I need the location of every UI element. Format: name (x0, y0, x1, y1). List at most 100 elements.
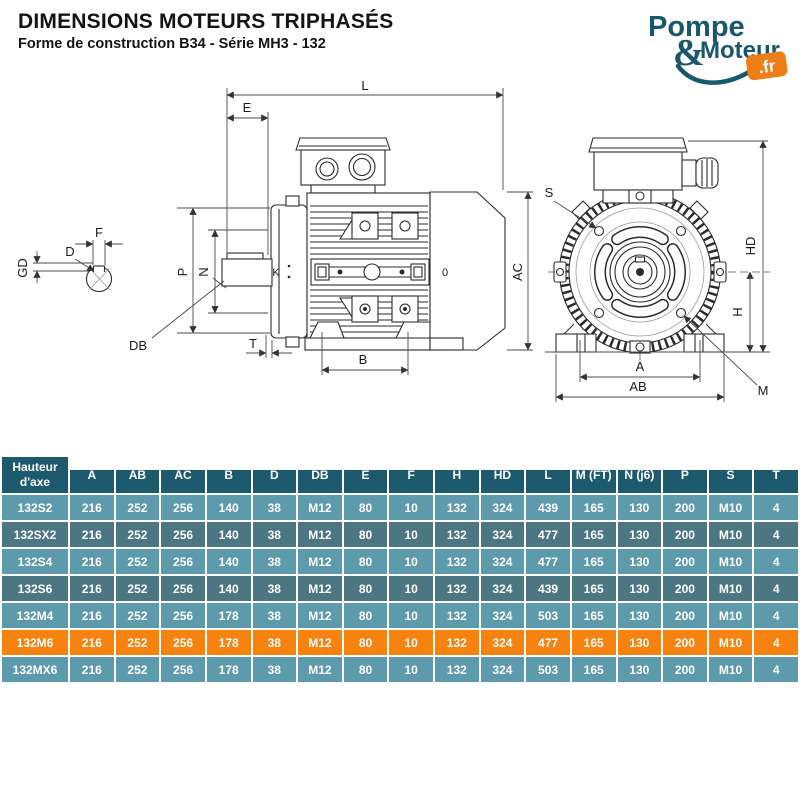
col-header-a: A (70, 457, 114, 493)
value-cell: 252 (115, 522, 160, 547)
value-cell: 216 (70, 495, 114, 520)
value-cell: 10 (389, 630, 433, 655)
value-cell: 80 (343, 576, 388, 601)
value-cell: 200 (663, 657, 707, 682)
table-row: 132SX2 216 252 256 140 38 M12 80 10 132 324 477 165 1… (2, 522, 798, 547)
dim-label-ab: AB (629, 379, 646, 394)
value-cell: 10 (389, 657, 433, 682)
value-cell: 165 (571, 576, 616, 601)
value-cell: 477 (526, 549, 570, 574)
col-header-ab: AB (115, 457, 160, 493)
value-cell: 132 (435, 522, 479, 547)
value-cell: 256 (161, 657, 205, 682)
value-cell: 38 (252, 522, 297, 547)
value-cell: 38 (252, 603, 297, 628)
value-cell: 140 (206, 495, 251, 520)
value-cell: 252 (115, 630, 160, 655)
value-cell: 256 (161, 549, 205, 574)
header-row: Hauteur d'axe A AB AC B D DB E F H HD L … (2, 457, 798, 493)
value-cell: M10 (708, 549, 753, 574)
value-cell: 140 (206, 522, 251, 547)
value-cell: 80 (343, 549, 388, 574)
value-cell: 132 (435, 603, 479, 628)
table-row: 132S6 216 252 256 140 38 M12 80 10 132 324 439 165 13… (2, 576, 798, 601)
col-header-p: P (663, 457, 707, 493)
value-cell: M12 (298, 522, 342, 547)
dim-label-l: L (361, 78, 368, 93)
value-cell: 216 (70, 630, 114, 655)
value-cell: 216 (70, 576, 114, 601)
value-cell: 324 (480, 522, 525, 547)
value-cell: 38 (252, 576, 297, 601)
value-cell: 130 (617, 657, 662, 682)
value-cell: 324 (480, 630, 525, 655)
page-title: DIMENSIONS MOTEURS TRIPHASÉS (18, 10, 394, 33)
dimensions-table-header: Hauteur d'axe A AB AC B D DB E F H HD L … (2, 457, 798, 493)
col-header-n: N (j6) (617, 457, 662, 493)
value-cell: 38 (252, 495, 297, 520)
model-cell: 132S6 (2, 576, 68, 601)
table-row: 132S4 216 252 256 140 38 M12 80 10 132 324 477 165 13… (2, 549, 798, 574)
motor-dimension-drawing: F D GD L E (15, 78, 770, 402)
value-cell: 256 (161, 630, 205, 655)
value-cell: 140 (206, 549, 251, 574)
model-cell: 132M4 (2, 603, 68, 628)
value-cell: 178 (206, 630, 251, 655)
dim-label-f: F (95, 225, 103, 240)
table-row-highlighted: 132M6 216 252 256 178 38 M12 80 10 132 324 477 165 13… (2, 630, 798, 655)
dim-label-o: 0 (442, 267, 448, 279)
value-cell: 130 (617, 630, 662, 655)
value-cell: 165 (571, 522, 616, 547)
col-header-t: T (754, 457, 798, 493)
value-cell: M12 (298, 576, 342, 601)
value-cell: 200 (663, 495, 707, 520)
value-cell: M10 (708, 657, 753, 682)
dim-label-t: T (249, 336, 257, 351)
value-cell: 256 (161, 522, 205, 547)
value-cell: M12 (298, 657, 342, 682)
col-header-l: L (526, 457, 570, 493)
dim-label-n: N (196, 267, 211, 276)
value-cell: 200 (663, 603, 707, 628)
value-cell: M12 (298, 603, 342, 628)
table-row: 132MX6 216 252 256 178 38 M12 80 10 132 324 503 165 1… (2, 657, 798, 682)
col-header-h: H (435, 457, 479, 493)
logo-swoosh (675, 63, 752, 85)
dim-label-e: E (243, 100, 252, 115)
dimensions-table: Hauteur d'axe A AB AC B D DB E F H HD L … (0, 455, 800, 684)
value-cell: 200 (663, 522, 707, 547)
value-cell: 439 (526, 576, 570, 601)
dim-label-hd: HD (743, 237, 758, 256)
value-cell: 256 (161, 603, 205, 628)
value-cell: 80 (343, 657, 388, 682)
value-cell: 130 (617, 549, 662, 574)
value-cell: 80 (343, 603, 388, 628)
logo-tld: .fr (757, 56, 777, 77)
value-cell: 80 (343, 495, 388, 520)
value-cell: M10 (708, 603, 753, 628)
value-cell: M12 (298, 630, 342, 655)
dim-label-h: H (730, 307, 745, 316)
value-cell: 80 (343, 630, 388, 655)
logo-fr-badge: .fr (745, 51, 788, 81)
axis-header-line1: Hauteur (12, 460, 58, 474)
value-cell: 4 (754, 576, 798, 601)
dim-label-k: K (272, 267, 280, 279)
value-cell: 10 (389, 576, 433, 601)
value-cell: 4 (754, 495, 798, 520)
value-cell: 130 (617, 495, 662, 520)
value-cell: 165 (571, 603, 616, 628)
dim-label-gd: GD (15, 258, 30, 278)
value-cell: 165 (571, 495, 616, 520)
side-view-drawing: L E (129, 78, 533, 375)
value-cell: 503 (526, 657, 570, 682)
value-cell: 252 (115, 495, 160, 520)
value-cell: 10 (389, 495, 433, 520)
value-cell: 216 (70, 657, 114, 682)
value-cell: 324 (480, 657, 525, 682)
value-cell: 252 (115, 603, 160, 628)
dim-label-s: S (545, 185, 554, 200)
value-cell: 256 (161, 576, 205, 601)
col-header-hd: HD (480, 457, 525, 493)
value-cell: M12 (298, 495, 342, 520)
